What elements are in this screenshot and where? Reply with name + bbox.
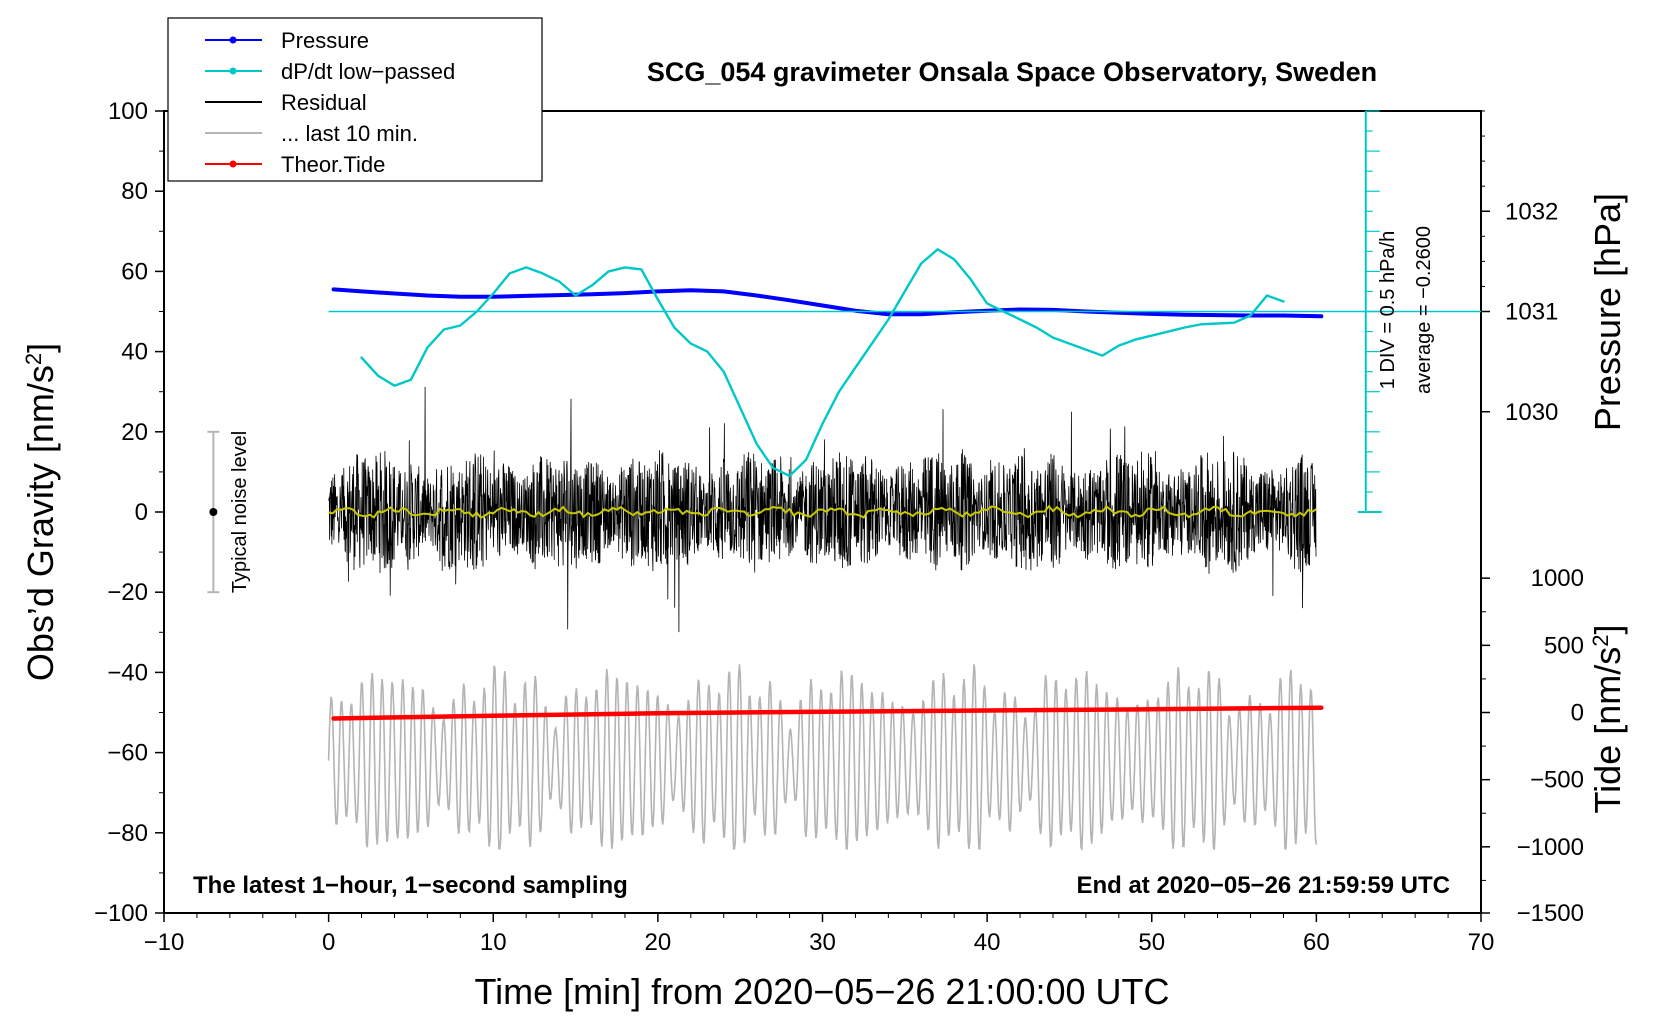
y-axis-pressure-title: Pressure [hPa] (1587, 193, 1628, 431)
x-tick-label: 70 (1468, 929, 1495, 956)
legend-marker (229, 160, 237, 168)
legend: Pressure dP/dt low−passed Residual ... last… (167, 17, 543, 182)
tide-tick-label: −1000 (1517, 834, 1584, 861)
tide-tick-label: 500 (1544, 632, 1584, 659)
last-10-min-line (327, 664, 1318, 851)
div-label: 1 DIV = 0.5 hPa/h (1377, 231, 1399, 389)
y-tick-label: 0 (135, 499, 148, 526)
y-tick-label: −20 (107, 579, 148, 606)
y-tick-label: −40 (107, 659, 148, 686)
x-tick-label: −10 (144, 929, 185, 956)
average-label: average = −0.2600 (1413, 226, 1435, 394)
legend-label: Theor.Tide (281, 152, 385, 177)
x-tick-label: 40 (974, 929, 1001, 956)
y-tick-label: 60 (121, 258, 148, 285)
residual-series (328, 386, 1317, 633)
y-axis-right-tide: 1000 500 0 −500 −1000 −1500 (1481, 565, 1584, 927)
noise-bar-center-dot (209, 508, 218, 516)
y-tick-label: 20 (121, 419, 148, 446)
legend-label: ... last 10 min. (281, 121, 418, 146)
residual-line (328, 386, 1317, 633)
data-series (331, 248, 1324, 721)
y-axis-left: 100 80 60 40 20 0 −20 −40 −60 −80 −100 (94, 98, 164, 927)
dpdt-line (360, 248, 1285, 478)
x-axis-title: Time [min] from 2020−05−26 21:00:00 UTC (474, 971, 1169, 1012)
y-tick-label: 100 (108, 98, 148, 125)
x-tick-label: 0 (322, 929, 335, 956)
legend-marker (229, 36, 237, 44)
y-tick-label: −60 (107, 740, 148, 767)
legend-box (167, 17, 543, 182)
theor-tide-line (331, 705, 1324, 721)
legend-label: Residual (281, 90, 367, 115)
chart-title: SCG_054 gravimeter Onsala Space Observat… (647, 57, 1377, 87)
end-time-note: End at 2020−05−26 21:59:59 UTC (1076, 872, 1450, 899)
y-axis-left-title: Obs’d Gravity [nm/s2] (20, 343, 61, 681)
tide-tick-label: 0 (1571, 700, 1584, 727)
y-tick-label: −100 (94, 900, 148, 927)
tide-tick-label: −500 (1530, 767, 1584, 794)
last-10-min-series (327, 664, 1318, 851)
tide-tick-label: −1500 (1517, 900, 1584, 927)
y-tick-label: −80 (107, 820, 148, 847)
legend-label: Pressure (281, 28, 369, 53)
y-axis-tide-title: Tide [nm/s2] (1587, 625, 1628, 814)
pressure-tick-label: 1030 (1505, 399, 1558, 426)
y-axis-right-pressure: 1032 1031 1030 (1481, 110, 1558, 426)
y-tick-label: 40 (121, 339, 148, 366)
legend-marker (229, 67, 237, 75)
y-tick-label: 80 (121, 178, 148, 205)
residual-smoothed-line (328, 504, 1317, 520)
pressure-tick-label: 1031 (1505, 299, 1558, 326)
legend-label: dP/dt low−passed (281, 59, 455, 84)
sampling-note: The latest 1−hour, 1−second sampling (193, 872, 628, 899)
x-tick-label: 20 (645, 929, 672, 956)
x-tick-label: 50 (1138, 929, 1165, 956)
dpdt-scale-bar (328, 110, 1481, 513)
x-tick-label: 30 (809, 929, 836, 956)
x-tick-label: 10 (480, 929, 507, 956)
noise-level-bar (207, 430, 220, 594)
x-axis: −10 0 10 20 30 40 50 60 70 (144, 913, 1495, 956)
pressure-tick-label: 1032 (1505, 198, 1558, 225)
noise-level-label: Typical noise level (229, 431, 251, 593)
tide-tick-label: 1000 (1531, 565, 1584, 592)
x-tick-label: 60 (1303, 929, 1330, 956)
pressure-line (331, 287, 1324, 319)
